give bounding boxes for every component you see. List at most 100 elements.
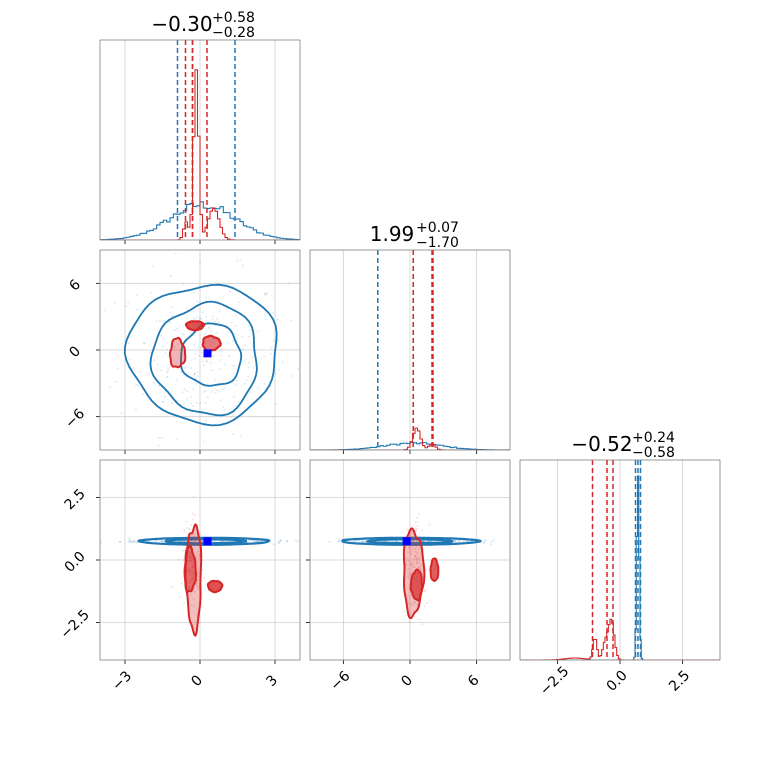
scatter-p1-p0-blue-pt <box>169 311 172 314</box>
scatter-p2-p1-red-pt <box>412 602 415 605</box>
scatter-p1-p0-blue-pt <box>203 364 206 367</box>
scatter-p2-p0-red-pt <box>171 585 174 588</box>
scatter-p1-p0-blue-pt <box>218 390 221 393</box>
scatter-p1-p0-blue-pt <box>219 367 222 370</box>
scatter-p2-p1-red-pt <box>413 550 416 553</box>
scatter-p2-p0-red-pt <box>196 566 199 569</box>
scatter-p2-p0-blue-pt <box>135 541 138 544</box>
scatter-p2-p1-red-pt <box>408 621 411 624</box>
scatter-p1-p0-blue-pt <box>201 360 204 363</box>
scatter-p1-p0-blue-pt <box>165 348 168 351</box>
scatter-p2-p0-blue-pt <box>189 540 192 543</box>
scatter-p2-p1-red-pt <box>418 561 421 564</box>
panel-p2-p0-frame <box>99 459 301 661</box>
scatter-p2-p0-blue-pt <box>258 540 261 543</box>
scatter-p2-p0-blue-pt <box>159 539 162 542</box>
ytick-label-p1-0: −6 <box>62 406 88 432</box>
scatter-p1-p0-blue-pt <box>196 401 199 404</box>
scatter-p2-p1-blue-pt <box>354 540 357 543</box>
scatter-p1-p0-blue-pt <box>204 401 207 404</box>
ytick-label-p1-2: 6 <box>66 277 84 295</box>
ytick-label-p2-2: 2.5 <box>62 486 89 513</box>
scatter-p1-p0-blue-pt <box>241 335 244 338</box>
scatter-p1-p0-blue-pt <box>161 320 164 323</box>
scatter-p1-p0-blue-pt <box>192 404 195 407</box>
scatter-p1-p0-blue-pt <box>232 395 235 398</box>
scatter-p1-p0-blue-pt <box>217 321 220 324</box>
scatter-p1-p0-blue-pt <box>180 332 183 335</box>
scatter-p1-p0-blue-pt <box>199 401 202 404</box>
scatter-p2-p1-red-pt <box>414 521 417 524</box>
hist-p0-frame <box>99 39 301 241</box>
scatter-p1-p0-blue-pt <box>136 308 139 311</box>
scatter-p2-p1-red-pt <box>418 547 421 550</box>
scatter-p1-p0-blue-pt <box>238 301 241 304</box>
scatter-p1-p0-blue-pt <box>176 327 179 330</box>
scatter-p2-p1-blue-pt <box>360 541 363 544</box>
scatter-p2-p0-blue-pt <box>253 540 256 543</box>
scatter-p2-p0-red-pt <box>195 582 198 585</box>
scatter-p2-p1-red-pt <box>416 524 419 527</box>
scatter-p1-p0-blue-pt <box>198 354 201 357</box>
scatter-p2-p0-red-pt <box>179 595 182 598</box>
scatter-p1-p0-blue-pt <box>196 371 199 374</box>
scatter-p1-p0-blue-pt <box>182 333 185 336</box>
scatter-p2-p1-red-pt <box>415 554 418 557</box>
scatter-p2-p0-red-pt <box>192 598 195 601</box>
scatter-p2-p0-red-pt <box>196 575 199 578</box>
contour-p1-p0-blue-mid <box>149 300 258 417</box>
scatter-p1-p0-blue-pt <box>242 347 245 350</box>
scatter-p1-p0-blue-pt <box>214 391 217 394</box>
contour-p1-p0-red-a <box>184 320 206 332</box>
scatter-p1-p0-blue-pt <box>134 408 137 411</box>
scatter-p2-p1-red-pt <box>409 564 412 567</box>
scatter-p1-p0-blue-pt <box>116 355 119 358</box>
scatter-p1-p0-blue-pt <box>204 333 207 336</box>
scatter-p2-p1-red-pt <box>414 527 417 530</box>
scatter-p1-p0-blue-pt <box>204 389 207 392</box>
scatter-p1-p0-blue-pt <box>205 359 208 362</box>
scatter-p1-p0-blue-pt <box>207 327 210 330</box>
scatter-p1-p0-blue-pt <box>265 318 268 321</box>
scatter-p1-p0-blue-pt <box>150 291 153 294</box>
scatter-p2-p1-red-pt <box>411 563 414 566</box>
scatter-p2-p0-blue-pt <box>254 540 257 543</box>
scatter-p2-p0-red-pt <box>201 569 204 572</box>
scatter-p2-p1-red-pt <box>421 540 424 543</box>
contour-p1-p0-blue-inner <box>179 322 243 387</box>
scatter-p1-p0-blue-pt <box>211 369 214 372</box>
scatter-p1-p0-blue-pt <box>176 343 179 346</box>
scatter-p2-p1-red-pt <box>418 547 421 550</box>
scatter-p1-p0-blue-pt <box>252 366 255 369</box>
scatter-p2-p1-red-pt <box>426 602 429 605</box>
xtick-label-p1-2: 6 <box>465 672 483 690</box>
scatter-p2-p1-red-pt <box>415 545 418 548</box>
scatter-p2-p0-blue-pt <box>190 540 193 543</box>
scatter-p2-p0-red-pt <box>183 528 186 531</box>
scatter-p1-p0-blue-pt <box>291 374 294 377</box>
scatter-p2-p1-blue-pt <box>394 540 397 543</box>
scatter-p1-p0-blue-pt <box>157 436 160 439</box>
scatter-p2-p1-red-pt <box>408 602 411 605</box>
scatter-p2-p1-blue-pt <box>467 540 470 543</box>
scatter-p2-p1-red-pt <box>416 551 419 554</box>
scatter-p2-p0-red-pt <box>189 524 192 527</box>
scatter-p2-p0-blue-pt <box>100 541 102 544</box>
contour-p1-p0-red-b <box>201 334 222 352</box>
contour-p2-p0-blue-inner <box>164 538 247 545</box>
scatter-p2-p1-red-pt <box>418 618 421 621</box>
scatter-p1-p0-blue-pt <box>212 315 215 318</box>
contour-p1-p0-red-c <box>169 336 187 369</box>
scatter-p2-p1-red-pt <box>410 549 413 552</box>
scatter-p1-p0-blue-pt <box>193 372 196 375</box>
scatter-p1-p0-blue-pt <box>147 373 150 376</box>
scatter-p1-p0-blue-pt <box>192 388 195 391</box>
title-p0-median: −0.30 <box>151 12 212 36</box>
scatter-p1-p0-blue-pt <box>127 342 130 345</box>
scatter-p2-p1-red-pt <box>410 553 413 556</box>
scatter-p1-p0-blue-pt <box>156 363 159 366</box>
scatter-p2-p0-red-pt <box>197 557 200 560</box>
scatter-p2-p1-blue-pt <box>338 540 341 543</box>
scatter-p2-p0-blue-pt <box>279 539 282 542</box>
scatter-p2-p1-red-pt <box>415 551 418 554</box>
